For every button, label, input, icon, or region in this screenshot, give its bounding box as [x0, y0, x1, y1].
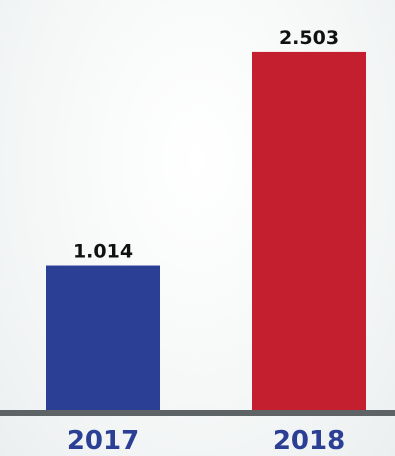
bar-2018 — [252, 51, 366, 411]
x-axis-line — [0, 410, 395, 416]
x-tick-label-2017: 2017 — [67, 426, 139, 456]
bar-2017 — [46, 265, 160, 411]
data-label-2017: 1.014 — [73, 241, 133, 263]
x-tick-label-2018: 2018 — [273, 426, 345, 456]
data-label-2018: 2.503 — [279, 27, 339, 49]
